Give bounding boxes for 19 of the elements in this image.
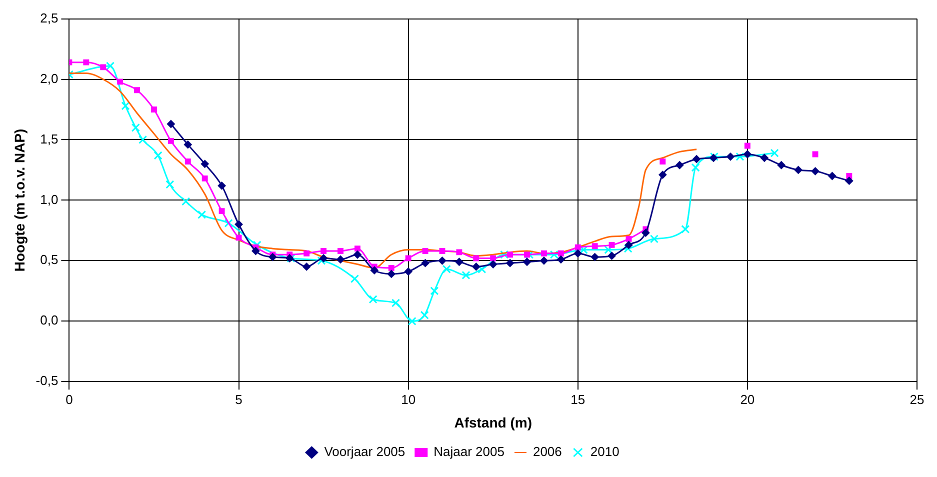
x-tick-label: 25: [910, 392, 924, 407]
legend-label: 2006: [532, 444, 562, 460]
y-tick-label: 0,5: [40, 252, 58, 268]
y-tick-label: 2,5: [40, 10, 58, 26]
y-tick-label: 2,0: [40, 70, 58, 86]
legend-label: 2010: [590, 444, 620, 460]
y-tick-label: 1,0: [40, 192, 58, 207]
y-tick-label: 0,0: [40, 312, 58, 328]
y-axis-title: Hoogte (m t.o.v. NAP): [11, 128, 28, 272]
x-tick-label: 15: [570, 392, 586, 407]
legend-label: Najaar 2005: [434, 444, 504, 460]
x-axis-title: Afstand (m): [454, 414, 532, 430]
legend-label: Voorjaar 2005: [324, 444, 406, 460]
y-tick-label: -0,5: [36, 373, 58, 388]
y-tick-label: 1,5: [40, 131, 58, 146]
x-tick-label: 10: [401, 392, 416, 407]
x-tick-label: 0: [66, 392, 73, 407]
x-tick-label: 20: [740, 392, 755, 407]
x-tick-label: 5: [235, 392, 242, 407]
